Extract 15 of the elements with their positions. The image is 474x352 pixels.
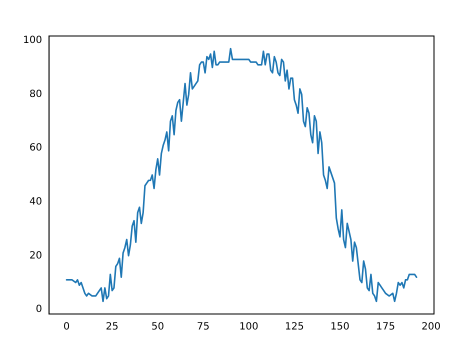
x-tick-label: 75 (196, 322, 210, 333)
x-tick-label: 175 (376, 322, 396, 333)
x-tick-label: 25 (106, 322, 119, 333)
x-tick-label: 100 (239, 322, 258, 333)
y-tick-label: 20 (29, 250, 42, 262)
y-tick-label: 80 (29, 88, 42, 100)
y-tick-label: 40 (29, 196, 42, 208)
y-tick-label: 60 (29, 142, 42, 154)
x-tick-label: 200 (422, 322, 441, 333)
x-tick-label: 0 (63, 322, 70, 333)
x-tick-label: 125 (284, 322, 304, 333)
y-tick-label: 0 (36, 304, 42, 316)
x-tick-label: 50 (151, 322, 164, 333)
x-tick-label: 150 (330, 322, 350, 333)
y-tick-label: 100 (22, 35, 42, 46)
